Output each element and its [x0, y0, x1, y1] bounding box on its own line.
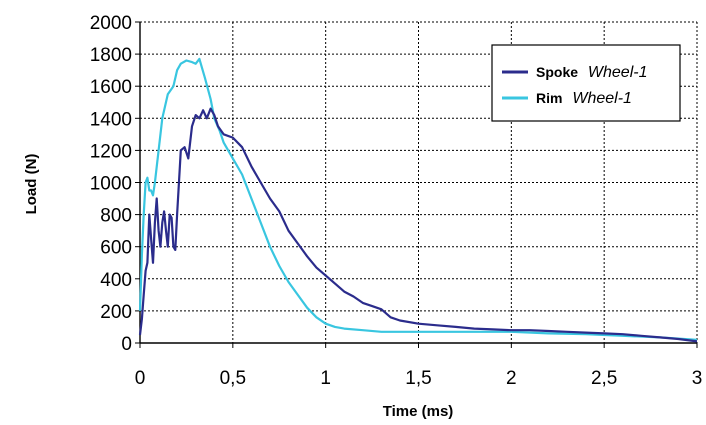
- x-tick-label: 2,5: [591, 368, 617, 389]
- y-tick-label: 1400: [90, 109, 132, 130]
- series-line-rim: [138, 57, 698, 341]
- y-tick-label: 1800: [90, 45, 132, 66]
- legend-label-rim-name: Rim: [536, 90, 562, 106]
- legend-label-spoke-italic: Wheel-1: [588, 64, 648, 81]
- y-tick-label: 600: [100, 238, 132, 259]
- x-tick-label: 2: [506, 368, 517, 389]
- x-tick-label: 1,5: [405, 368, 431, 389]
- legend-box: [491, 44, 681, 122]
- y-tick-label: 400: [100, 270, 132, 291]
- y-axis-title: Load (N): [23, 154, 40, 215]
- series-line-spoke: [138, 107, 698, 343]
- legend: Spoke Wheel-1 Rim Wheel-1: [491, 44, 681, 122]
- y-tick-labels: 0 200 400 600 800 1000 1200 1400 1600 1800 2000: [90, 13, 132, 355]
- y-tick-label: 1200: [90, 141, 132, 162]
- x-tick-label: 1: [320, 368, 331, 389]
- legend-label-spoke: Spoke Wheel-1: [536, 64, 647, 81]
- y-tick-label: 200: [100, 302, 132, 323]
- y-tick-label: 1600: [90, 77, 132, 98]
- legend-label-rim-italic: Wheel-1: [572, 90, 632, 107]
- legend-label-rim: Rim Wheel-1: [536, 90, 632, 107]
- legend-label-spoke-name: Spoke: [536, 64, 578, 80]
- y-tick-label: 2000: [90, 13, 132, 34]
- x-tick-label: 0: [135, 368, 146, 389]
- y-tick-label: 800: [100, 206, 132, 227]
- y-tick-label: 1000: [90, 174, 132, 195]
- x-tick-label: 3: [692, 368, 703, 389]
- x-axis-title: Time (ms): [383, 403, 454, 420]
- series-lines: [138, 57, 698, 343]
- x-tick-labels: 0 0,5 1 1,5 2 2,5 3: [135, 368, 703, 389]
- x-tick-label: 0,5: [220, 368, 246, 389]
- y-tick-label: 0: [121, 334, 132, 355]
